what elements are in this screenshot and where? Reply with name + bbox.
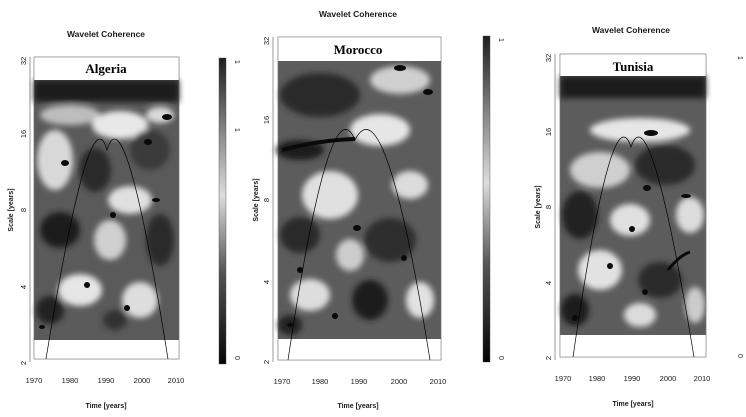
colorbar: 1 0 <box>482 35 504 363</box>
x-axis: 1970 1980 1990 2000 2010 Time [years] <box>555 374 711 408</box>
y-tick-label: 2 <box>19 361 28 365</box>
panel-label: Tunisia <box>613 59 654 74</box>
panel-algeria: Wavelet Coherence <box>8 29 240 410</box>
colorbar: 1 0 <box>736 56 743 358</box>
heatmap-area <box>33 56 180 360</box>
x-tick-label: 2000 <box>391 377 408 386</box>
cone-of-influence <box>45 138 169 360</box>
x-tick-label: 2000 <box>660 374 677 383</box>
cone-of-influence <box>287 129 431 361</box>
x-tick-label: 1980 <box>312 377 329 386</box>
panel-label: Algeria <box>85 61 127 76</box>
x-axis: 1970 1980 1990 2000 2010 Time [years] <box>274 377 447 410</box>
y-tick-label: 2 <box>262 360 271 364</box>
x-tick-label: 1990 <box>98 376 115 385</box>
y-tick-label: 32 <box>544 54 553 62</box>
colorbar-max-label: 1 <box>233 60 240 64</box>
colorbar-min-label: 0 <box>233 356 240 360</box>
heatmap-area <box>276 36 442 361</box>
y-axis: 32 16 8 4 2 Scale [years] <box>253 37 274 364</box>
x-axis: 1970 1980 1990 2000 2010 Time [years] <box>26 376 185 410</box>
panel-tunisia: Wavelet Coherence <box>535 25 743 408</box>
y-tick-label: 16 <box>544 128 553 136</box>
chart-title: Wavelet Coherence <box>67 29 145 39</box>
colorbar-mid-label: 1 <box>233 128 240 132</box>
x-axis-label: Time [years] <box>85 403 126 410</box>
heatmap-area <box>559 53 707 358</box>
x-tick-label: 2010 <box>430 377 447 386</box>
y-tick-label: 32 <box>262 37 271 45</box>
y-tick-label: 16 <box>19 130 28 138</box>
x-tick-label: 1980 <box>589 374 606 383</box>
x-tick-label: 1980 <box>62 376 79 385</box>
cone-of-influence <box>572 136 695 358</box>
x-tick-label: 1990 <box>624 374 641 383</box>
x-tick-label: 1970 <box>26 376 43 385</box>
y-axis-label: Scale [years] <box>8 188 15 231</box>
panel-label: Morocco <box>334 42 383 57</box>
x-tick-label: 1970 <box>274 377 291 386</box>
colorbar-min-label: 0 <box>497 356 504 360</box>
y-axis-label: Scale [years] <box>535 185 542 228</box>
y-tick-label: 4 <box>544 281 553 285</box>
x-tick-label: 1990 <box>351 377 368 386</box>
x-tick-label: 2010 <box>694 374 711 383</box>
colorbar-min-label: 0 <box>736 354 743 358</box>
colorbar-max-label: 1 <box>736 56 743 60</box>
colorbar-max-label: 1 <box>497 38 504 42</box>
x-tick-label: 2000 <box>134 376 151 385</box>
colorbar: 1 1 0 <box>218 57 240 365</box>
y-tick-label: 8 <box>544 205 553 209</box>
chart-title: Wavelet Coherence <box>319 9 397 19</box>
y-axis: 32 16 8 4 2 Scale [years] <box>8 57 31 365</box>
y-tick-label: 8 <box>19 208 28 212</box>
y-tick-label: 8 <box>262 198 271 202</box>
x-axis-label: Time [years] <box>337 403 378 410</box>
y-tick-label: 4 <box>262 280 271 284</box>
chart-title: Wavelet Coherence <box>592 25 670 35</box>
y-axis-label: Scale [years] <box>253 178 260 221</box>
x-axis-label: Time [years] <box>612 401 653 408</box>
y-axis: 32 16 8 4 2 Scale [years] <box>535 54 556 360</box>
x-tick-label: 1970 <box>555 374 572 383</box>
y-tick-label: 16 <box>262 116 271 124</box>
y-tick-label: 4 <box>19 285 28 289</box>
y-tick-label: 2 <box>544 356 553 360</box>
y-tick-label: 32 <box>19 57 28 65</box>
x-tick-label: 2010 <box>168 376 185 385</box>
panel-morocco: Wavelet Coherence <box>253 9 504 410</box>
